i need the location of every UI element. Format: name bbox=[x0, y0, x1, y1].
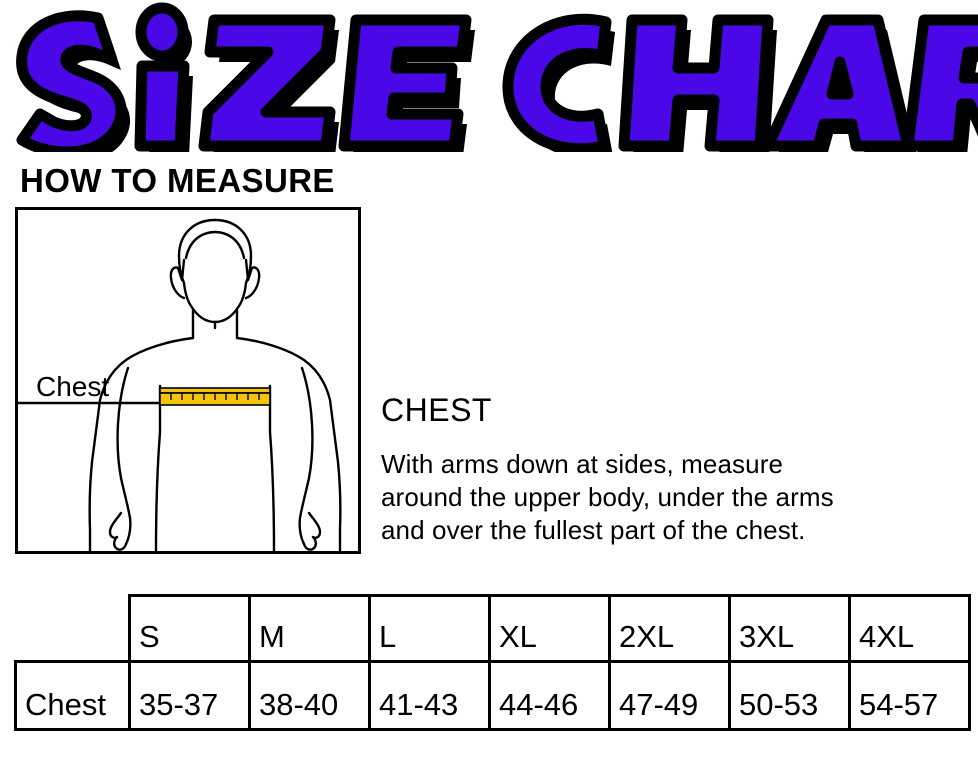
how-to-measure-heading: HOW TO MEASURE bbox=[20, 162, 335, 199]
table-cell-chest-3xl: 50-53 bbox=[728, 660, 851, 731]
table-corner-cell bbox=[16, 596, 130, 662]
table-header-cell-3xl: 3XL bbox=[728, 594, 851, 663]
table-header-cell-m: M bbox=[248, 594, 371, 663]
table-row: Chest 35-37 38-40 41-43 44-46 47-49 50-5… bbox=[14, 660, 971, 731]
table-cell-chest-xl: 44-46 bbox=[488, 660, 611, 731]
size-table: S M L XL 2XL 3XL 4XL Chest 35-37 38-40 4… bbox=[14, 594, 971, 731]
chest-callout-label: Chest bbox=[36, 371, 109, 402]
table-cell-chest-l: 41-43 bbox=[368, 660, 491, 731]
chest-description-text: With arms down at sides, measure around … bbox=[381, 448, 978, 547]
table-header-cell-xl: XL bbox=[488, 594, 611, 663]
tape-measure-icon bbox=[159, 387, 271, 406]
chest-description-heading: CHEST bbox=[381, 392, 492, 428]
chest-description-line-1: With arms down at sides, measure bbox=[381, 449, 784, 479]
male-torso-figure-icon: Chest bbox=[18, 218, 342, 551]
table-cell-chest-4xl: 54-57 bbox=[848, 660, 971, 731]
size-chart-wordmark: .wm-shadow { fill:#000000; } .wm-fill { … bbox=[16, 2, 978, 152]
table-cell-chest-s: 35-37 bbox=[128, 660, 251, 731]
table-header-cell-2xl: 2XL bbox=[608, 594, 731, 663]
table-cell-chest-2xl: 47-49 bbox=[608, 660, 731, 731]
table-row-label-chest: Chest bbox=[14, 660, 131, 731]
table-header-row: S M L XL 2XL 3XL 4XL bbox=[16, 594, 971, 663]
table-header-cell-l: L bbox=[368, 594, 491, 663]
table-cell-chest-m: 38-40 bbox=[248, 660, 371, 731]
page-title: .wm-shadow { fill:#000000; } .wm-fill { … bbox=[0, 0, 978, 152]
table-header-cell-4xl: 4XL bbox=[848, 594, 971, 663]
chest-description-line-2: around the upper body, under the arms bbox=[381, 482, 834, 512]
chest-description-line-3: and over the fullest part of the chest. bbox=[381, 515, 806, 545]
table-header-cell-s: S bbox=[128, 594, 251, 663]
measurement-diagram: Chest bbox=[15, 207, 361, 554]
chest-description-block: CHEST With arms down at sides, measure a… bbox=[381, 392, 978, 547]
